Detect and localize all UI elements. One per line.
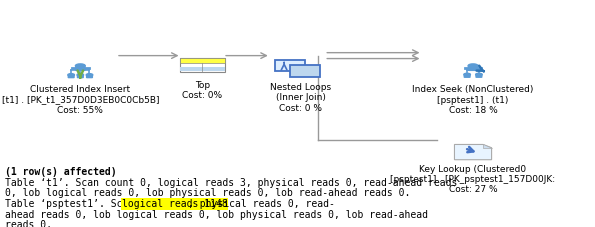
Text: ahead reads 0, lob logical reads 0, lob physical reads 0, lob read-ahead: ahead reads 0, lob logical reads 0, lob … — [5, 210, 428, 220]
FancyBboxPatch shape — [76, 66, 85, 70]
FancyBboxPatch shape — [180, 58, 225, 63]
FancyBboxPatch shape — [468, 66, 478, 70]
FancyBboxPatch shape — [77, 75, 83, 78]
FancyBboxPatch shape — [476, 74, 482, 77]
Text: Key Lookup (Clustered0
[psptest1] . [PK_psptest1_157D00JK:
Cost: 27 %: Key Lookup (Clustered0 [psptest1] . [PK_… — [390, 165, 556, 194]
Text: Clustered Index Insert
[t1] . [PK_t1_357D0D3EB0C0Cb5B]
Cost: 55%: Clustered Index Insert [t1] . [PK_t1_357… — [2, 85, 159, 115]
Text: reads 0.: reads 0. — [5, 220, 52, 227]
Polygon shape — [455, 144, 491, 160]
FancyBboxPatch shape — [68, 75, 74, 78]
Circle shape — [76, 64, 85, 68]
Text: 0, lob logical reads 0, lob physical reads 0, lob read-ahead reads 0.: 0, lob logical reads 0, lob physical rea… — [5, 188, 410, 198]
Text: Top
Cost: 0%: Top Cost: 0% — [182, 81, 223, 100]
Text: (1 row(s) affected): (1 row(s) affected) — [5, 167, 117, 177]
Circle shape — [464, 73, 471, 76]
Polygon shape — [483, 144, 491, 148]
Circle shape — [77, 74, 83, 76]
Circle shape — [86, 74, 93, 76]
FancyBboxPatch shape — [275, 59, 305, 71]
FancyBboxPatch shape — [87, 75, 92, 78]
Text: Nested Loops
(Inner Join)
Cost: 0 %: Nested Loops (Inner Join) Cost: 0 % — [270, 83, 331, 113]
Text: Index Seek (NonClustered)
[psptest1] . (t1)
Cost: 18 %: Index Seek (NonClustered) [psptest1] . (… — [412, 85, 534, 115]
Text: Table ‘psptest1’. Scan count 1,: Table ‘psptest1’. Scan count 1, — [5, 199, 193, 209]
Text: , physical reads 0, read-: , physical reads 0, read- — [188, 199, 334, 209]
Circle shape — [475, 73, 482, 76]
FancyBboxPatch shape — [180, 58, 225, 72]
FancyBboxPatch shape — [290, 65, 320, 77]
Circle shape — [68, 74, 74, 76]
FancyBboxPatch shape — [180, 69, 225, 71]
FancyBboxPatch shape — [180, 67, 225, 69]
Text: Table ‘t1’. Scan count 0, logical reads 3, physical reads 0, read-ahead reads: Table ‘t1’. Scan count 0, logical reads … — [5, 178, 457, 188]
FancyBboxPatch shape — [464, 74, 470, 77]
Circle shape — [468, 64, 478, 68]
Text: logical reads 1148: logical reads 1148 — [122, 199, 228, 209]
